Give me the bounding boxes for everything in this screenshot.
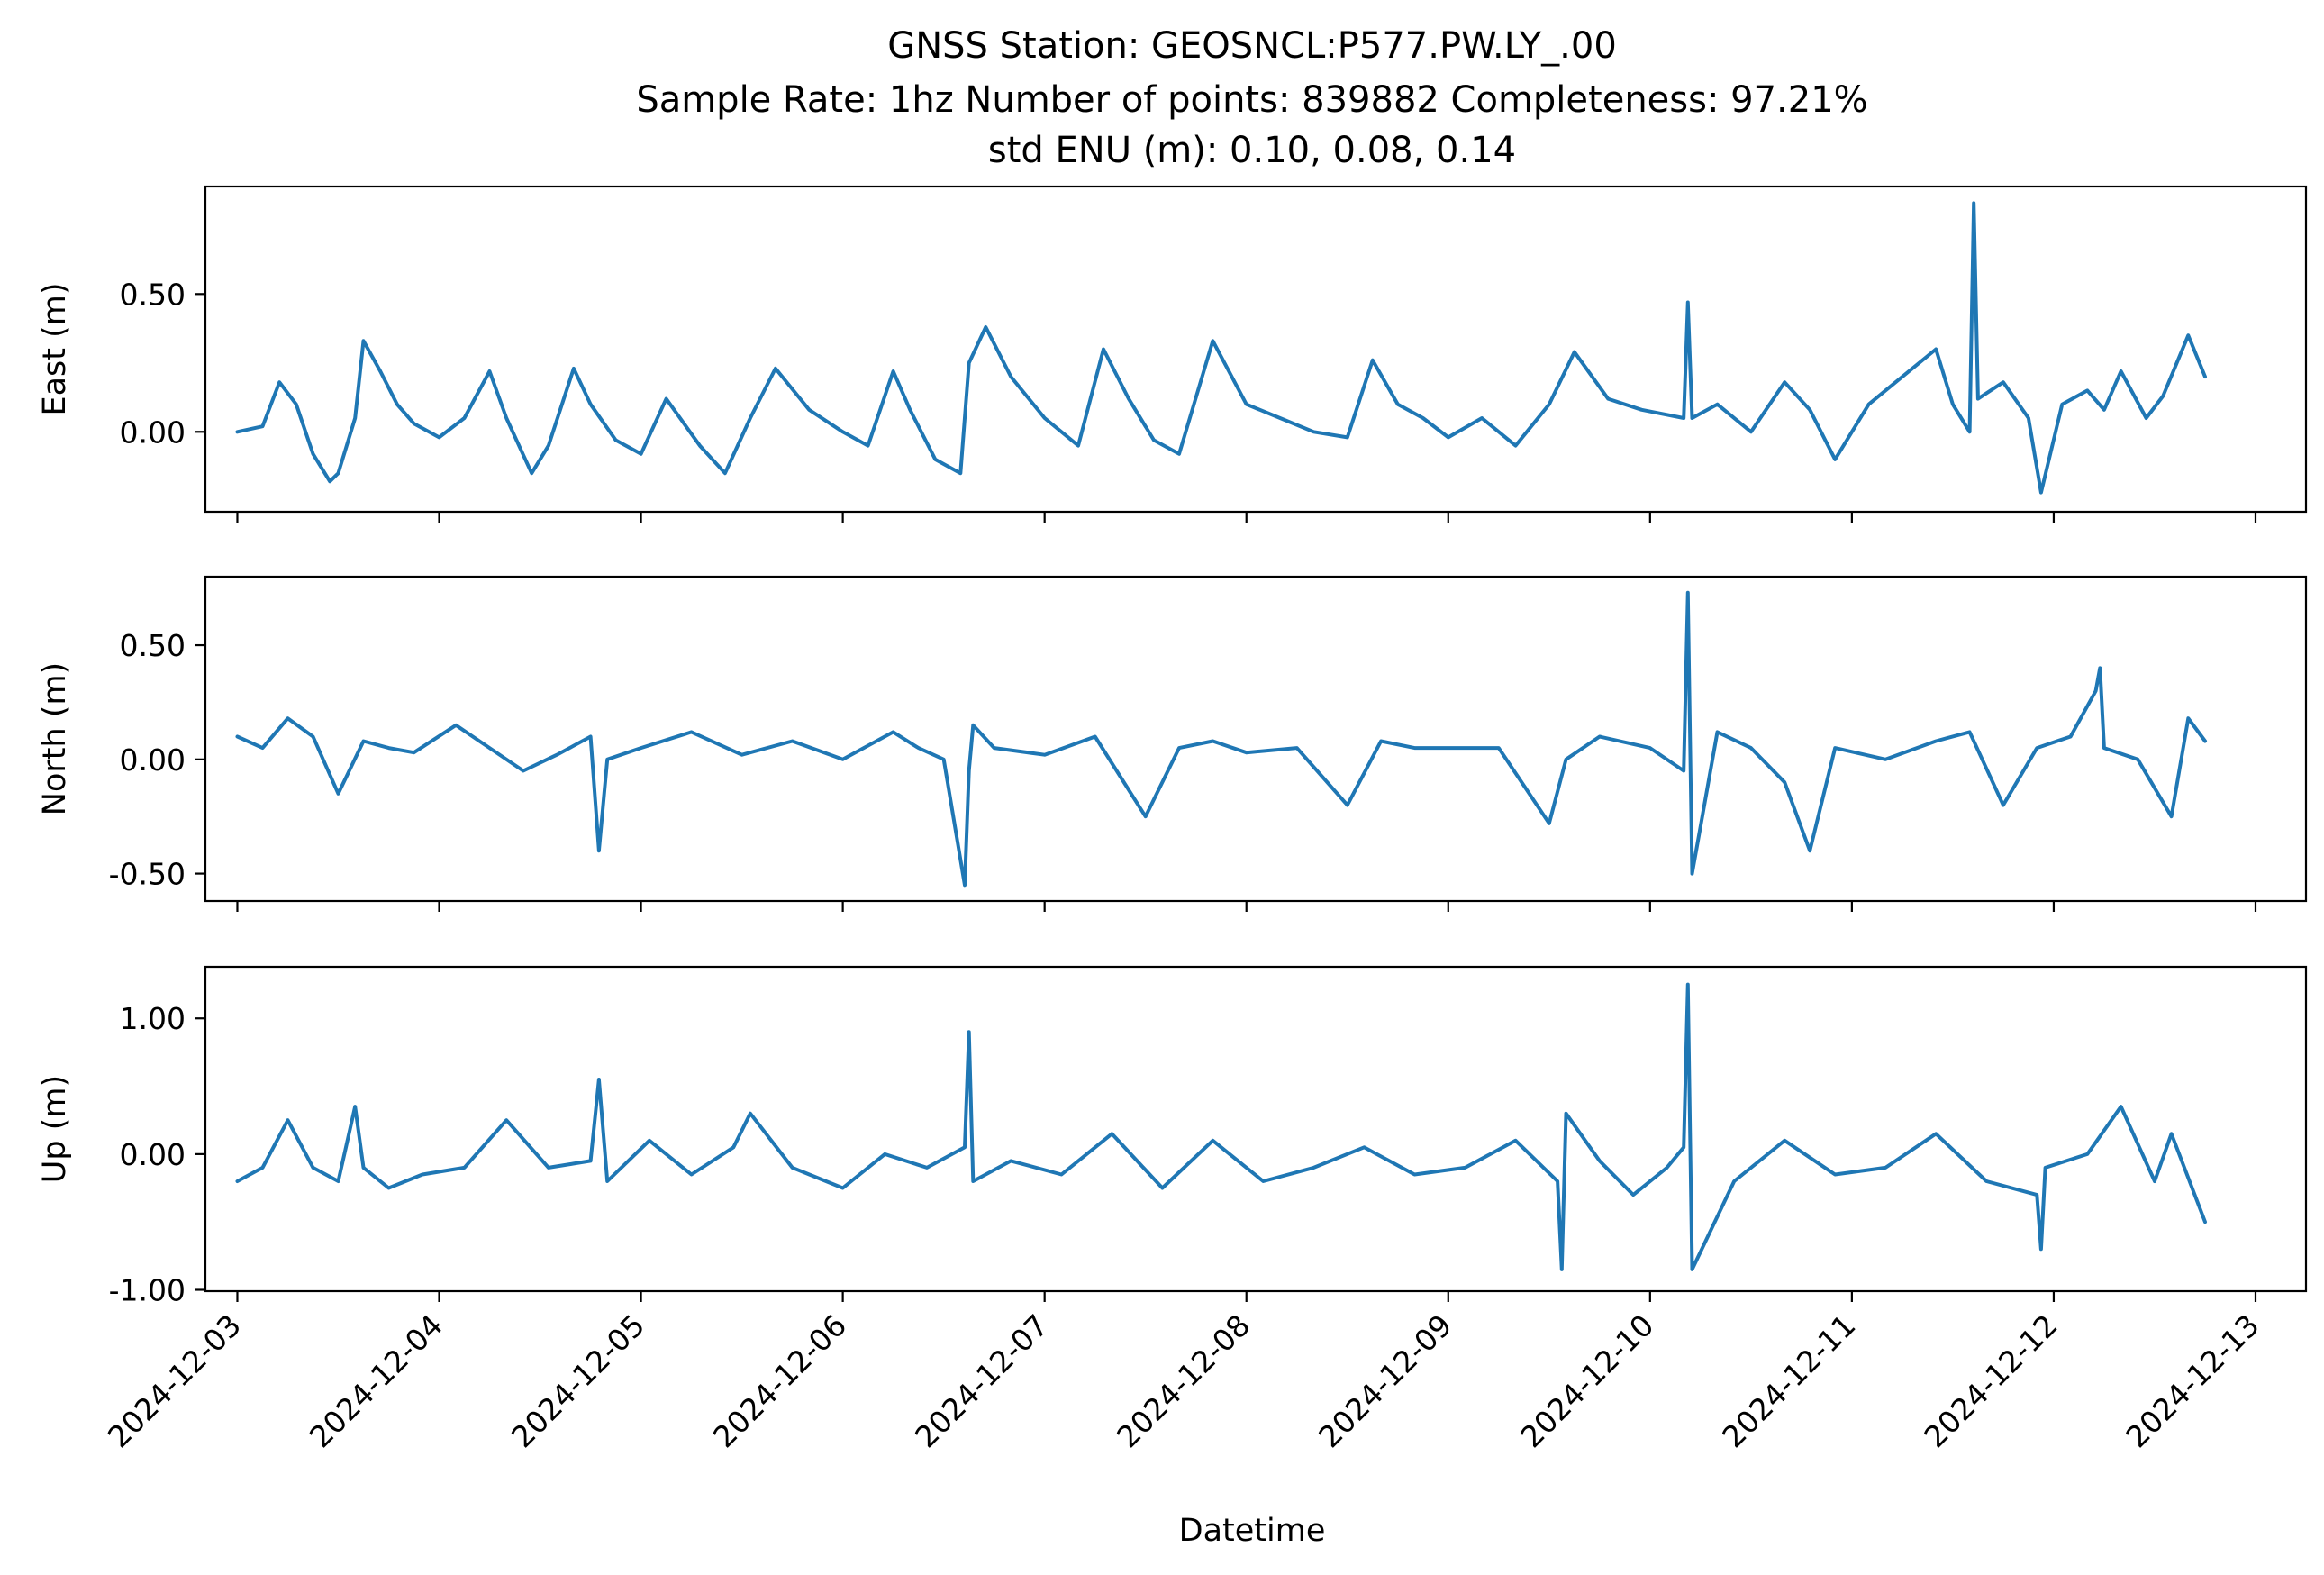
y-tick-label: 0.50 <box>120 277 186 312</box>
y-tick-label: -0.50 <box>109 857 186 892</box>
series-line-1-0 <box>235 590 2207 888</box>
y-tick-label: 0.50 <box>120 628 186 663</box>
y-tick-label: 1.00 <box>120 1001 186 1036</box>
x-tick-label: 2024-12-11 <box>1715 1307 1862 1454</box>
y-tick-label: -1.00 <box>109 1272 186 1307</box>
x-tick-label: 2024-12-05 <box>504 1307 651 1454</box>
y-tick-label: 0.00 <box>120 414 186 450</box>
y-axis-label: North (m) <box>37 662 73 815</box>
x-tick-label: 2024-12-12 <box>1917 1307 2064 1454</box>
x-tick-label: 2024-12-09 <box>1312 1307 1458 1454</box>
figure-title-line-1: GNSS Station: GEOSNCL:P577.PW.LY_.00 <box>887 25 1617 67</box>
series-line-2-0 <box>235 982 2207 1271</box>
figure-title-line-2: Sample Rate: 1hz Number of points: 83988… <box>636 79 1867 121</box>
plot-frame <box>204 965 2308 1293</box>
y-tick-label: 0.00 <box>120 742 186 778</box>
north-subplot: -0.50 0.00 0.50 North (m) <box>37 575 2308 912</box>
x-tick-label: 2024-12-10 <box>1513 1307 1660 1454</box>
x-tick-label: 2024-12-08 <box>1110 1307 1257 1454</box>
x-tick-label: 2024-12-06 <box>706 1307 853 1454</box>
east-subplot: 0.00 0.50 East (m) <box>37 185 2308 523</box>
x-tick-label: 2024-12-07 <box>908 1307 1055 1454</box>
plot-frame <box>204 185 2308 514</box>
y-axis-label: Up (m) <box>37 1075 73 1183</box>
y-tick-label: 0.00 <box>120 1137 186 1172</box>
series-line-0-0 <box>235 201 2207 495</box>
figure-title-line-3: std ENU (m): 0.10, 0.08, 0.14 <box>988 130 1516 171</box>
x-tick-label: 2024-12-03 <box>101 1307 248 1454</box>
y-axis-label: East (m) <box>37 282 73 415</box>
x-tick-label: 2024-12-13 <box>2119 1307 2265 1454</box>
up-subplot: -1.00 0.00 1.00 Up (m) 2024-12-03 2024-12-04 2… <box>37 965 2308 1454</box>
x-tick-label: 2024-12-04 <box>303 1307 449 1454</box>
x-axis-label: Datetime <box>1179 1513 1326 1549</box>
plot-frame <box>204 575 2308 903</box>
